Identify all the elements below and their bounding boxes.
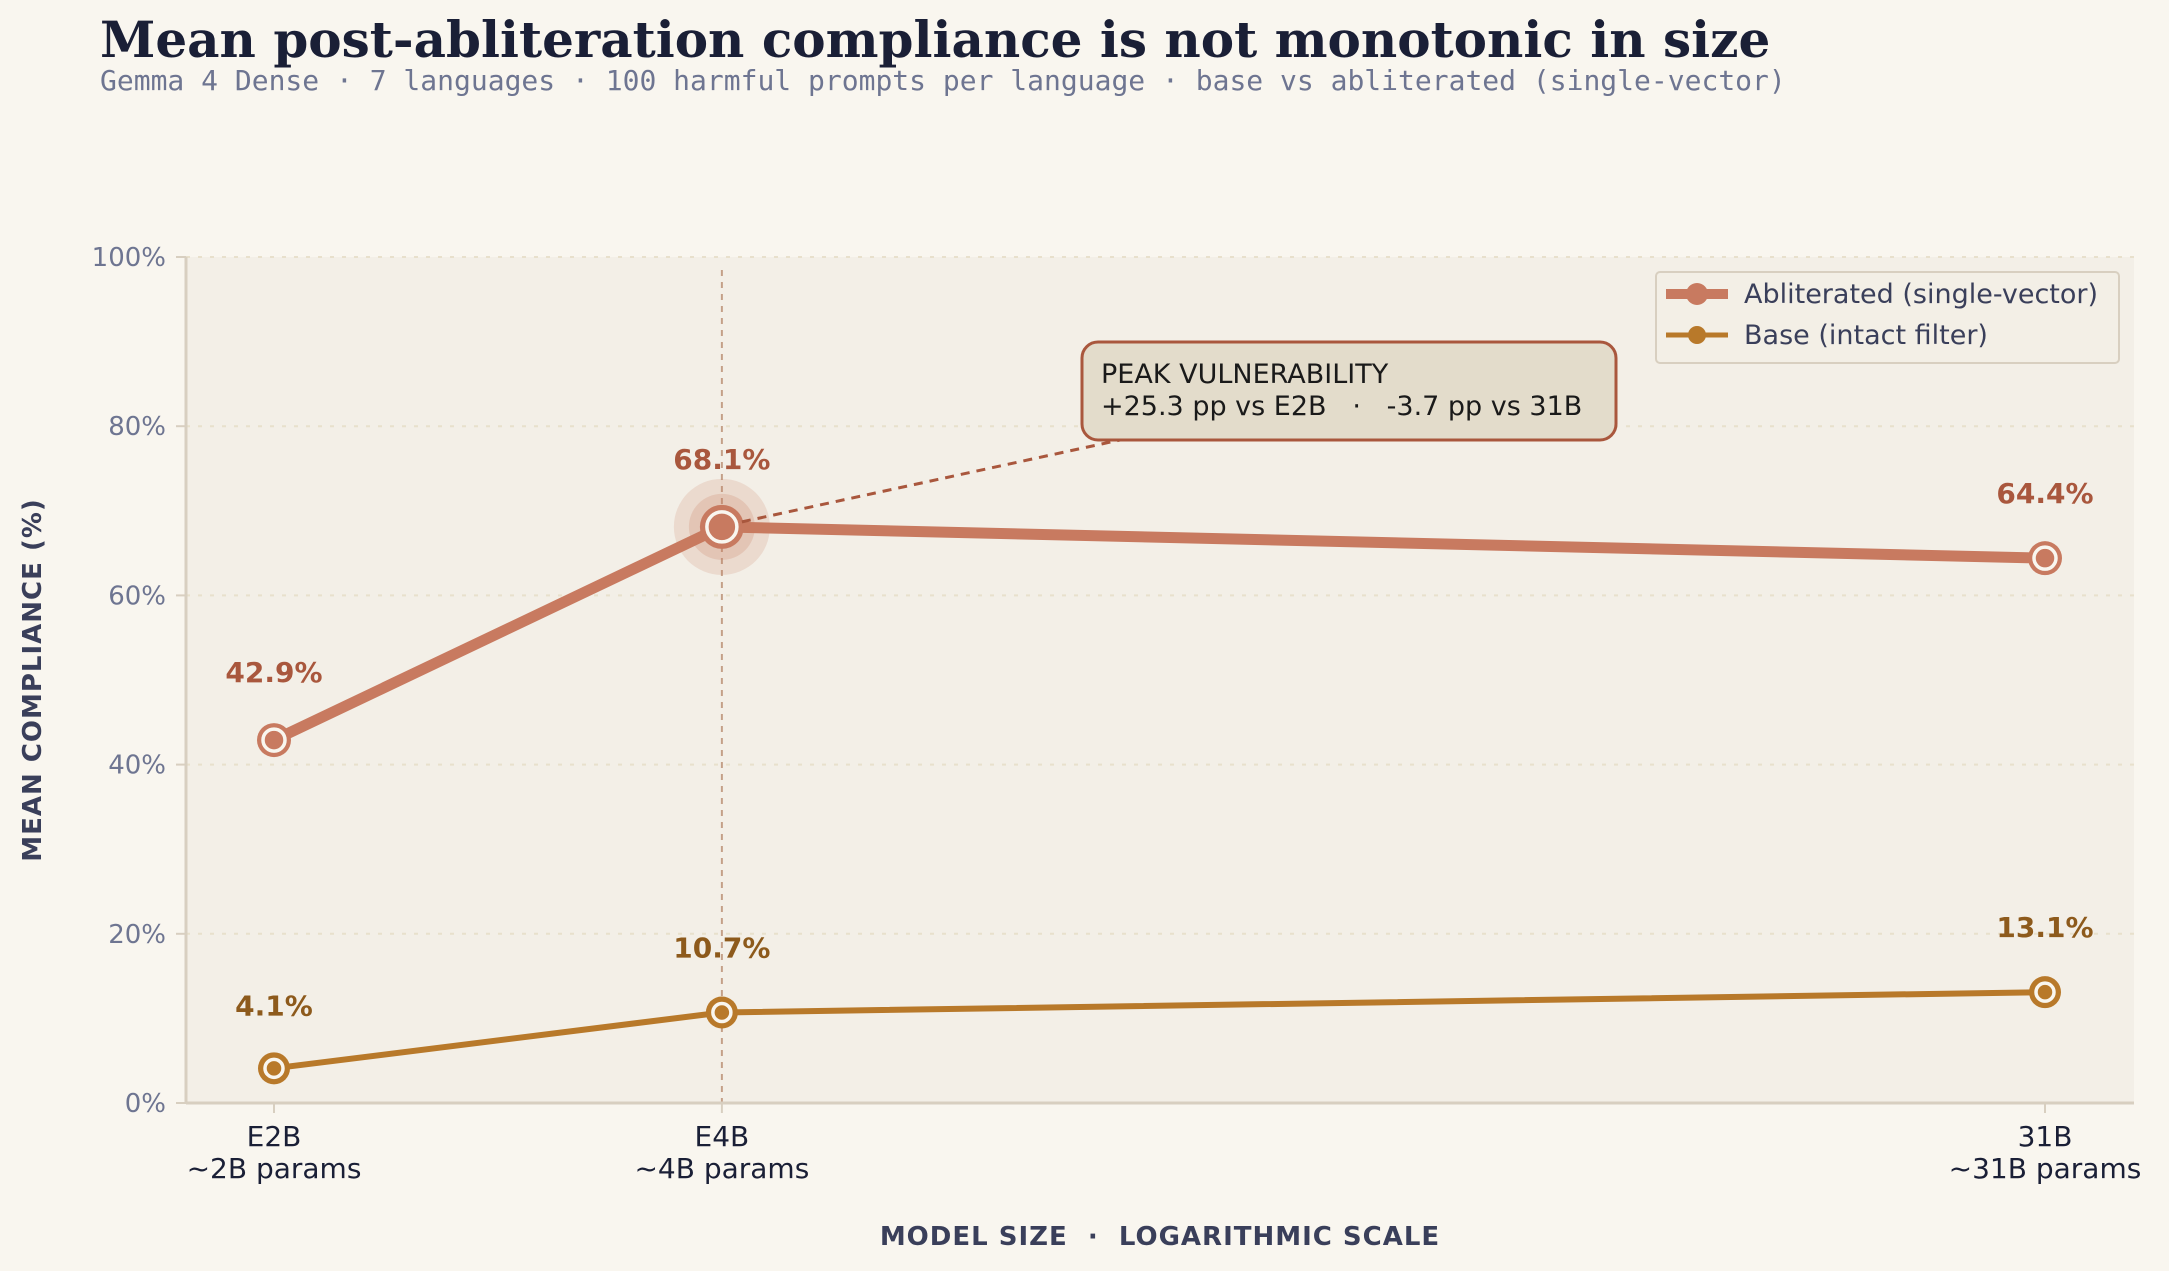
- data-label-base: 10.7%: [673, 931, 770, 964]
- series-abliterated: 42.9% 68.1% 64.4%: [225, 443, 2094, 758]
- series-base: 4.1% 10.7% 13.1%: [235, 911, 2094, 1085]
- legend: Abliterated (single-vector) Base (intact…: [1655, 271, 2120, 364]
- y-tick-label: 40%: [108, 751, 166, 781]
- data-point-core-base: [711, 1001, 733, 1024]
- annotation-connector: [741, 438, 1121, 524]
- annotation-box: [1080, 340, 1618, 442]
- data-label-base: 13.1%: [1996, 911, 2093, 944]
- data-label-abliterated: 64.4%: [1996, 477, 2093, 510]
- data-label-base: 4.1%: [235, 989, 313, 1022]
- legend-marker-base: [1688, 326, 1706, 344]
- legend-box: [1655, 271, 2120, 364]
- y-axis-title: MEAN COMPLIANCE (%): [18, 498, 48, 862]
- x-axis-ticks: E2B~2B params E4B~4B params 31B~31B params: [187, 1103, 2142, 1185]
- y-tick-label: 20%: [108, 920, 166, 950]
- y-axis-ticks: 0% 20% 40% 60% 80% 100%: [92, 243, 186, 1119]
- legend-label-abliterated: Abliterated (single-vector): [1744, 279, 2098, 310]
- data-point-core-abliterated: [705, 510, 739, 544]
- x-tick-sublabel: ~31B params: [1949, 1152, 2142, 1185]
- y-tick-label: 60%: [108, 581, 166, 611]
- y-tick-label: 100%: [92, 243, 166, 273]
- data-label-abliterated: 42.9%: [225, 656, 322, 689]
- peak-annotation: PEAK VULNERABILITY +25.3 pp vs E2B · -3.…: [1080, 340, 1618, 442]
- x-tick-label: E2B: [247, 1120, 302, 1153]
- data-point-core-abliterated: [2032, 545, 2058, 571]
- chart-subtitle: Gemma 4 Dense · 7 languages · 100 harmfu…: [100, 64, 1786, 97]
- x-tick-label: E4B: [695, 1120, 750, 1153]
- data-point-core-base: [2034, 981, 2056, 1003]
- x-tick-label: 31B: [2018, 1120, 2073, 1153]
- x-tick-sublabel: ~4B params: [634, 1152, 809, 1185]
- data-label-abliterated: 68.1%: [673, 443, 770, 476]
- x-axis-title: MODEL SIZE · LOGARITHMIC SCALE: [880, 1222, 1440, 1252]
- x-tick-sublabel: ~2B params: [187, 1152, 362, 1185]
- y-tick-label: 80%: [108, 412, 166, 442]
- legend-label-base: Base (intact filter): [1744, 320, 1988, 351]
- y-tick-label: 0%: [125, 1089, 166, 1119]
- chart-title: Mean post-abliteration compliance is not…: [100, 10, 1771, 69]
- data-point-core-abliterated: [261, 727, 287, 753]
- legend-marker-abliterated: [1686, 283, 1708, 305]
- data-point-core-base: [263, 1057, 285, 1080]
- annotation-title: PEAK VULNERABILITY: [1101, 359, 1389, 390]
- series-layer: 42.9% 68.1% 64.4% 4.1% 10.7% 13.1%: [225, 443, 2094, 1085]
- annotation-text: +25.3 pp vs E2B · -3.7 pp vs 31B: [1101, 391, 1582, 422]
